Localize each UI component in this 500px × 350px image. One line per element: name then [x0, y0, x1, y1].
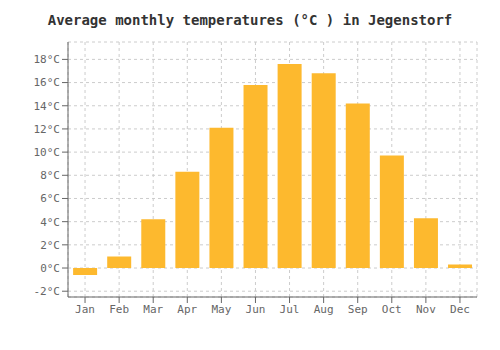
svg-text:Jun: Jun: [246, 303, 266, 316]
svg-text:16°C: 16°C: [34, 76, 61, 89]
svg-text:-2°C: -2°C: [34, 285, 61, 298]
html-text:Average monthly temperatures (: Average monthly temperatures (°C ) in Je…: [47, 12, 453, 28]
svg-text:12°C: 12°C: [34, 123, 61, 136]
svg-text:14°C: 14°C: [34, 100, 61, 113]
svg-text:Sep: Sep: [348, 303, 368, 316]
svg-text:Aug: Aug: [314, 303, 334, 316]
svg-text:Feb: Feb: [109, 303, 129, 316]
svg-text:2°C: 2°C: [40, 239, 60, 252]
svg-text:10°C: 10°C: [34, 146, 61, 159]
svg-text:Apr: Apr: [177, 303, 197, 316]
svg-text:18°C: 18°C: [34, 53, 61, 66]
svg-text:Dec: Dec: [450, 303, 470, 316]
svg-text:6°C: 6°C: [40, 192, 60, 205]
svg-text:4°C: 4°C: [40, 216, 60, 229]
svg-text:Jan: Jan: [75, 303, 95, 316]
svg-text:Nov: Nov: [416, 303, 436, 316]
svg-text:Oct: Oct: [382, 303, 402, 316]
svg-text:Mar: Mar: [143, 303, 163, 316]
svg-text:May: May: [211, 303, 231, 316]
svg-text:Jul: Jul: [280, 303, 300, 316]
svg-text:8°C: 8°C: [40, 169, 60, 182]
svg-text:0°C: 0°C: [40, 262, 60, 275]
